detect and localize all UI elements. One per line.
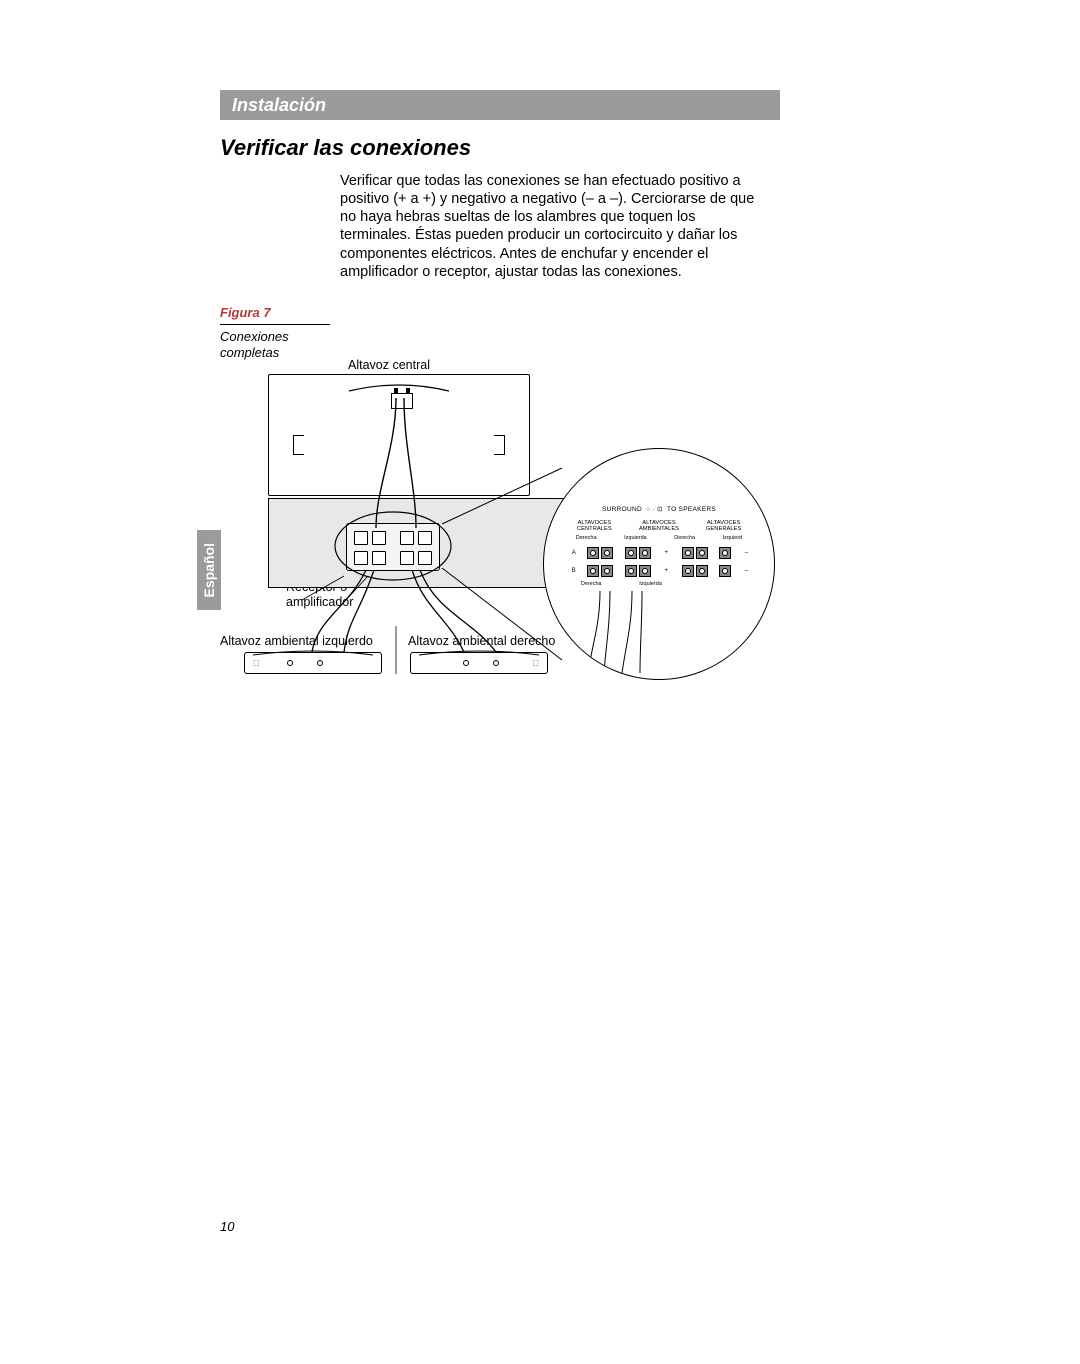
section-header-bar: Instalación <box>220 90 780 120</box>
label-surround-right: Altavoz ambiental derecho <box>408 634 555 648</box>
figure-caption-line1: Conexiones <box>220 329 289 344</box>
label-surround-left: Altavoz ambiental izquierdo <box>220 634 373 648</box>
speaker-curve <box>411 647 547 667</box>
page-heading: Verificar las conexiones <box>220 135 471 161</box>
page: Instalación Verificar las conexiones Ver… <box>0 0 1080 1364</box>
zoom-wires-icon <box>562 505 756 675</box>
language-tab-label: Español <box>201 543 217 597</box>
surround-left-speaker: ⬚ <box>244 652 382 674</box>
section-title: Instalación <box>232 95 326 116</box>
bracket-icon <box>494 435 505 455</box>
wiring-diagram: Altavoz central Receptor o amplificador … <box>248 358 778 718</box>
zoom-detail-circle: SURROUND ○ · ⊡ TO SPEAKERS ALTAVOCES CEN… <box>543 448 775 680</box>
figure-divider <box>220 324 330 325</box>
page-number: 10 <box>220 1219 234 1234</box>
surround-right-speaker: ⬚ <box>410 652 548 674</box>
figure-caption: Conexiones completas <box>220 329 289 360</box>
center-speaker-box <box>268 374 530 496</box>
speaker-curve <box>245 647 381 667</box>
highlight-circle-icon <box>328 508 458 584</box>
bracket-icon <box>293 435 304 455</box>
language-tab: Español <box>197 530 221 610</box>
body-paragraph: Verificar que todas las conexiones se ha… <box>340 172 760 281</box>
label-center-speaker: Altavoz central <box>348 358 430 372</box>
figure-number-label: Figura 7 <box>220 305 271 320</box>
center-speaker-terminals <box>391 393 413 409</box>
